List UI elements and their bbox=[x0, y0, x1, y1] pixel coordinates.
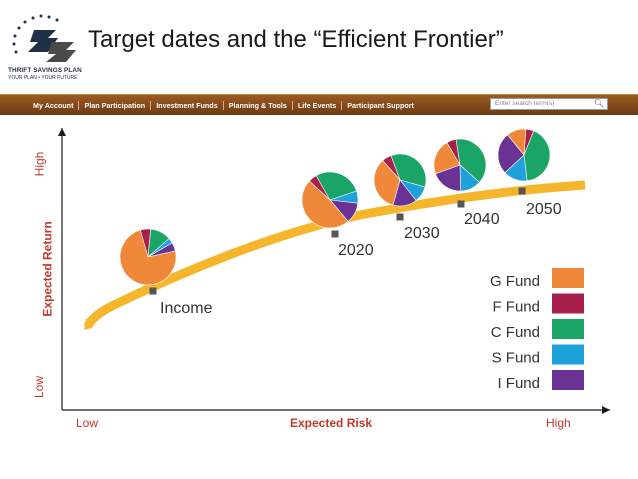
point-marker-2050 bbox=[518, 187, 526, 195]
point-marker-2030 bbox=[396, 213, 404, 221]
y-tick-low: Low bbox=[32, 375, 47, 399]
legend-swatch-i-fund bbox=[552, 370, 584, 390]
logo-tagline: YOUR PLAN • YOUR FUTURE bbox=[8, 75, 78, 81]
pie-2020-c-fund-slice bbox=[315, 171, 357, 201]
legend-label-g-fund: G Fund bbox=[490, 273, 540, 290]
tsp-emblem-icon bbox=[12, 14, 76, 62]
nav-investment-funds[interactable]: Investment Funds bbox=[151, 100, 224, 110]
pie-2040-c-fund-slice bbox=[455, 138, 487, 183]
logo-name: THRIFT SAVINGS PLAN bbox=[8, 67, 82, 74]
efficient-frontier-curve bbox=[83, 180, 586, 329]
pie-2030-g-fund-slice bbox=[373, 160, 401, 206]
pie-2030-c-fund-slice bbox=[390, 153, 427, 188]
legend-label-i-fund: I Fund bbox=[497, 375, 540, 392]
x-tick-low: Low bbox=[76, 416, 99, 430]
pie-2050-c-fund-slice bbox=[523, 130, 551, 182]
pie-income-g-fund-slice bbox=[119, 229, 177, 286]
nav-participant-support[interactable]: Participant Support bbox=[347, 100, 414, 110]
point-marker-income bbox=[149, 287, 157, 295]
pie-2050-i-fund-slice bbox=[497, 134, 525, 174]
point-label-2020: 2020 bbox=[338, 242, 374, 259]
legend-swatch-s-fund bbox=[552, 344, 584, 365]
x-tick-high: High bbox=[546, 416, 571, 430]
search-icon[interactable]: 🔍︎ bbox=[593, 99, 604, 108]
legend-swatch-c-fund bbox=[552, 319, 584, 339]
point-label-income: Income bbox=[160, 300, 213, 317]
nav-bar: My Account Plan Participation Investment… bbox=[0, 94, 638, 115]
point-label-2050: 2050 bbox=[526, 201, 562, 218]
x-axis-arrow bbox=[602, 406, 610, 414]
y-axis-arrow bbox=[58, 128, 66, 136]
point-label-2030: 2030 bbox=[404, 225, 440, 242]
legend-swatch-g-fund bbox=[552, 268, 584, 288]
nav-plan-participation[interactable]: Plan Participation bbox=[79, 100, 152, 110]
legend-swatch-f-fund bbox=[552, 293, 584, 314]
pie-2050-g-fund-slice bbox=[507, 128, 527, 156]
nav-my-account[interactable]: My Account bbox=[28, 100, 80, 110]
pie-2040-g-fund-slice bbox=[433, 142, 461, 175]
search-input[interactable]: Enter search term(s) 🔍︎ bbox=[490, 98, 608, 110]
legend-label-s-fund: S Fund bbox=[492, 350, 540, 367]
legend-label-c-fund: C Fund bbox=[491, 324, 540, 341]
search-placeholder: Enter search term(s) bbox=[495, 100, 555, 107]
nav-life-events[interactable]: Life Events bbox=[293, 100, 343, 110]
tsp-logo: THRIFT SAVINGS PLAN YOUR PLAN • YOUR FUT… bbox=[8, 12, 84, 82]
pie-2020-g-fund-slice bbox=[301, 180, 349, 229]
point-label-2040: 2040 bbox=[464, 211, 500, 228]
y-axis-label: Expected Return bbox=[40, 221, 55, 317]
point-marker-2020 bbox=[331, 230, 339, 238]
nav-planning-tools[interactable]: Planning & Tools bbox=[224, 100, 293, 110]
legend-label-f-fund: F Fund bbox=[492, 299, 540, 316]
slide-title: Target dates and the “Efficient Frontier… bbox=[88, 26, 504, 53]
y-tick-high: High bbox=[32, 151, 47, 177]
x-axis-label: Expected Risk bbox=[290, 416, 373, 430]
point-marker-2040 bbox=[457, 200, 465, 208]
curve-start-tail bbox=[84, 318, 92, 330]
